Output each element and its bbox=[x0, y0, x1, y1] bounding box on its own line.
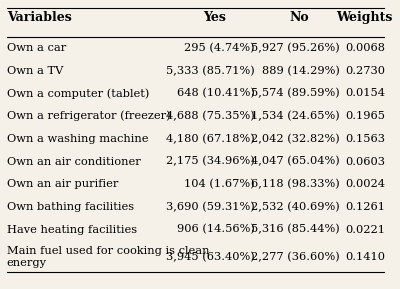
Text: 0.0603: 0.0603 bbox=[346, 157, 386, 166]
Text: 2,042 (32.82%): 2,042 (32.82%) bbox=[251, 134, 340, 144]
Text: Yes: Yes bbox=[203, 11, 226, 24]
Text: 6,118 (98.33%): 6,118 (98.33%) bbox=[251, 179, 340, 189]
Text: 5,927 (95.26%): 5,927 (95.26%) bbox=[251, 43, 340, 53]
Text: 3,690 (59.31%): 3,690 (59.31%) bbox=[166, 202, 255, 212]
Text: Main fuel used for cooking is clean
energy: Main fuel used for cooking is clean ener… bbox=[7, 246, 209, 268]
Text: 0.0024: 0.0024 bbox=[346, 179, 386, 189]
Text: 3,945 (63.40%): 3,945 (63.40%) bbox=[166, 252, 255, 262]
Text: 648 (10.41%): 648 (10.41%) bbox=[177, 88, 255, 99]
Text: No: No bbox=[289, 11, 309, 24]
Text: Own a car: Own a car bbox=[7, 43, 66, 53]
Text: 5,574 (89.59%): 5,574 (89.59%) bbox=[251, 88, 340, 99]
Text: 5,333 (85.71%): 5,333 (85.71%) bbox=[166, 66, 255, 76]
Text: Own an air conditioner: Own an air conditioner bbox=[7, 157, 140, 166]
Text: 0.0068: 0.0068 bbox=[346, 43, 386, 53]
Text: Own bathing facilities: Own bathing facilities bbox=[7, 202, 134, 212]
Text: Own a refrigerator (freezer): Own a refrigerator (freezer) bbox=[7, 111, 170, 121]
Text: Own an air purifier: Own an air purifier bbox=[7, 179, 118, 189]
Text: 4,047 (65.04%): 4,047 (65.04%) bbox=[251, 156, 340, 167]
Text: 295 (4.74%): 295 (4.74%) bbox=[184, 43, 255, 53]
Text: 906 (14.56%): 906 (14.56%) bbox=[177, 224, 255, 235]
Text: Own a washing machine: Own a washing machine bbox=[7, 134, 148, 144]
Text: 0.0154: 0.0154 bbox=[346, 88, 386, 99]
Text: 2,532 (40.69%): 2,532 (40.69%) bbox=[251, 202, 340, 212]
Text: 4,688 (75.35%): 4,688 (75.35%) bbox=[166, 111, 255, 121]
Text: 1,534 (24.65%): 1,534 (24.65%) bbox=[251, 111, 340, 121]
Text: Own a computer (tablet): Own a computer (tablet) bbox=[7, 88, 149, 99]
Text: 0.1261: 0.1261 bbox=[346, 202, 386, 212]
Text: 0.0221: 0.0221 bbox=[346, 225, 386, 235]
Text: Variables: Variables bbox=[7, 11, 71, 24]
Text: 0.1410: 0.1410 bbox=[346, 252, 386, 262]
Text: Own a TV: Own a TV bbox=[7, 66, 63, 76]
Text: Weights: Weights bbox=[336, 11, 393, 24]
Text: 0.1563: 0.1563 bbox=[346, 134, 386, 144]
Text: 0.2730: 0.2730 bbox=[346, 66, 386, 76]
Text: 5,316 (85.44%): 5,316 (85.44%) bbox=[251, 224, 340, 235]
Text: Have heating facilities: Have heating facilities bbox=[7, 225, 137, 235]
Text: 104 (1.67%): 104 (1.67%) bbox=[184, 179, 255, 189]
Text: 0.1965: 0.1965 bbox=[346, 111, 386, 121]
Text: 2,175 (34.96%): 2,175 (34.96%) bbox=[166, 156, 255, 167]
Text: 2,277 (36.60%): 2,277 (36.60%) bbox=[251, 252, 340, 262]
Text: 889 (14.29%): 889 (14.29%) bbox=[262, 66, 340, 76]
Text: 4,180 (67.18%): 4,180 (67.18%) bbox=[166, 134, 255, 144]
